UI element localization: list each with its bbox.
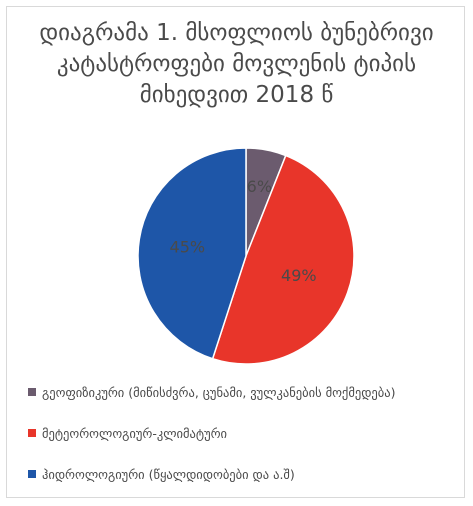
data-label-hydrological: 45% [170,238,206,257]
legend-label-meteorological: მეტეოროლოგიურ-კლიმატური [42,425,228,441]
legend-swatch-geophysical [28,388,36,396]
legend-swatch-hydrological [28,470,36,478]
legend-item-meteorological: მეტეოროლოგიურ-კლიმატური [28,423,458,443]
pie-slice-meteorological [211,154,355,365]
pie-slice-hydrological [137,147,247,360]
chart-legend: გეოფიზიკური (მიწისძვრა, ცუნამი, ვულკანებ… [28,382,458,505]
legend-item-geophysical: გეოფიზიკური (მიწისძვრა, ცუნამი, ვულკანებ… [28,382,458,402]
chart-title: დიაგრამა 1. მსოფლიოს ბუნებრივი კატასტროფ… [39,20,434,108]
legend-label-hydrological: ჰიდროლოგიური (წყალდიდობები და ა.შ) [42,466,295,482]
data-label-meteorological: 49% [281,266,317,285]
legend-swatch-meteorological [28,429,36,437]
data-label-geophysical: 6% [247,177,272,196]
legend-item-hydrological: ჰიდროლოგიური (წყალდიდობები და ა.შ) [28,464,458,484]
legend-label-geophysical: გეოფიზიკური (მიწისძვრა, ცუნამი, ვულკანებ… [42,384,396,400]
